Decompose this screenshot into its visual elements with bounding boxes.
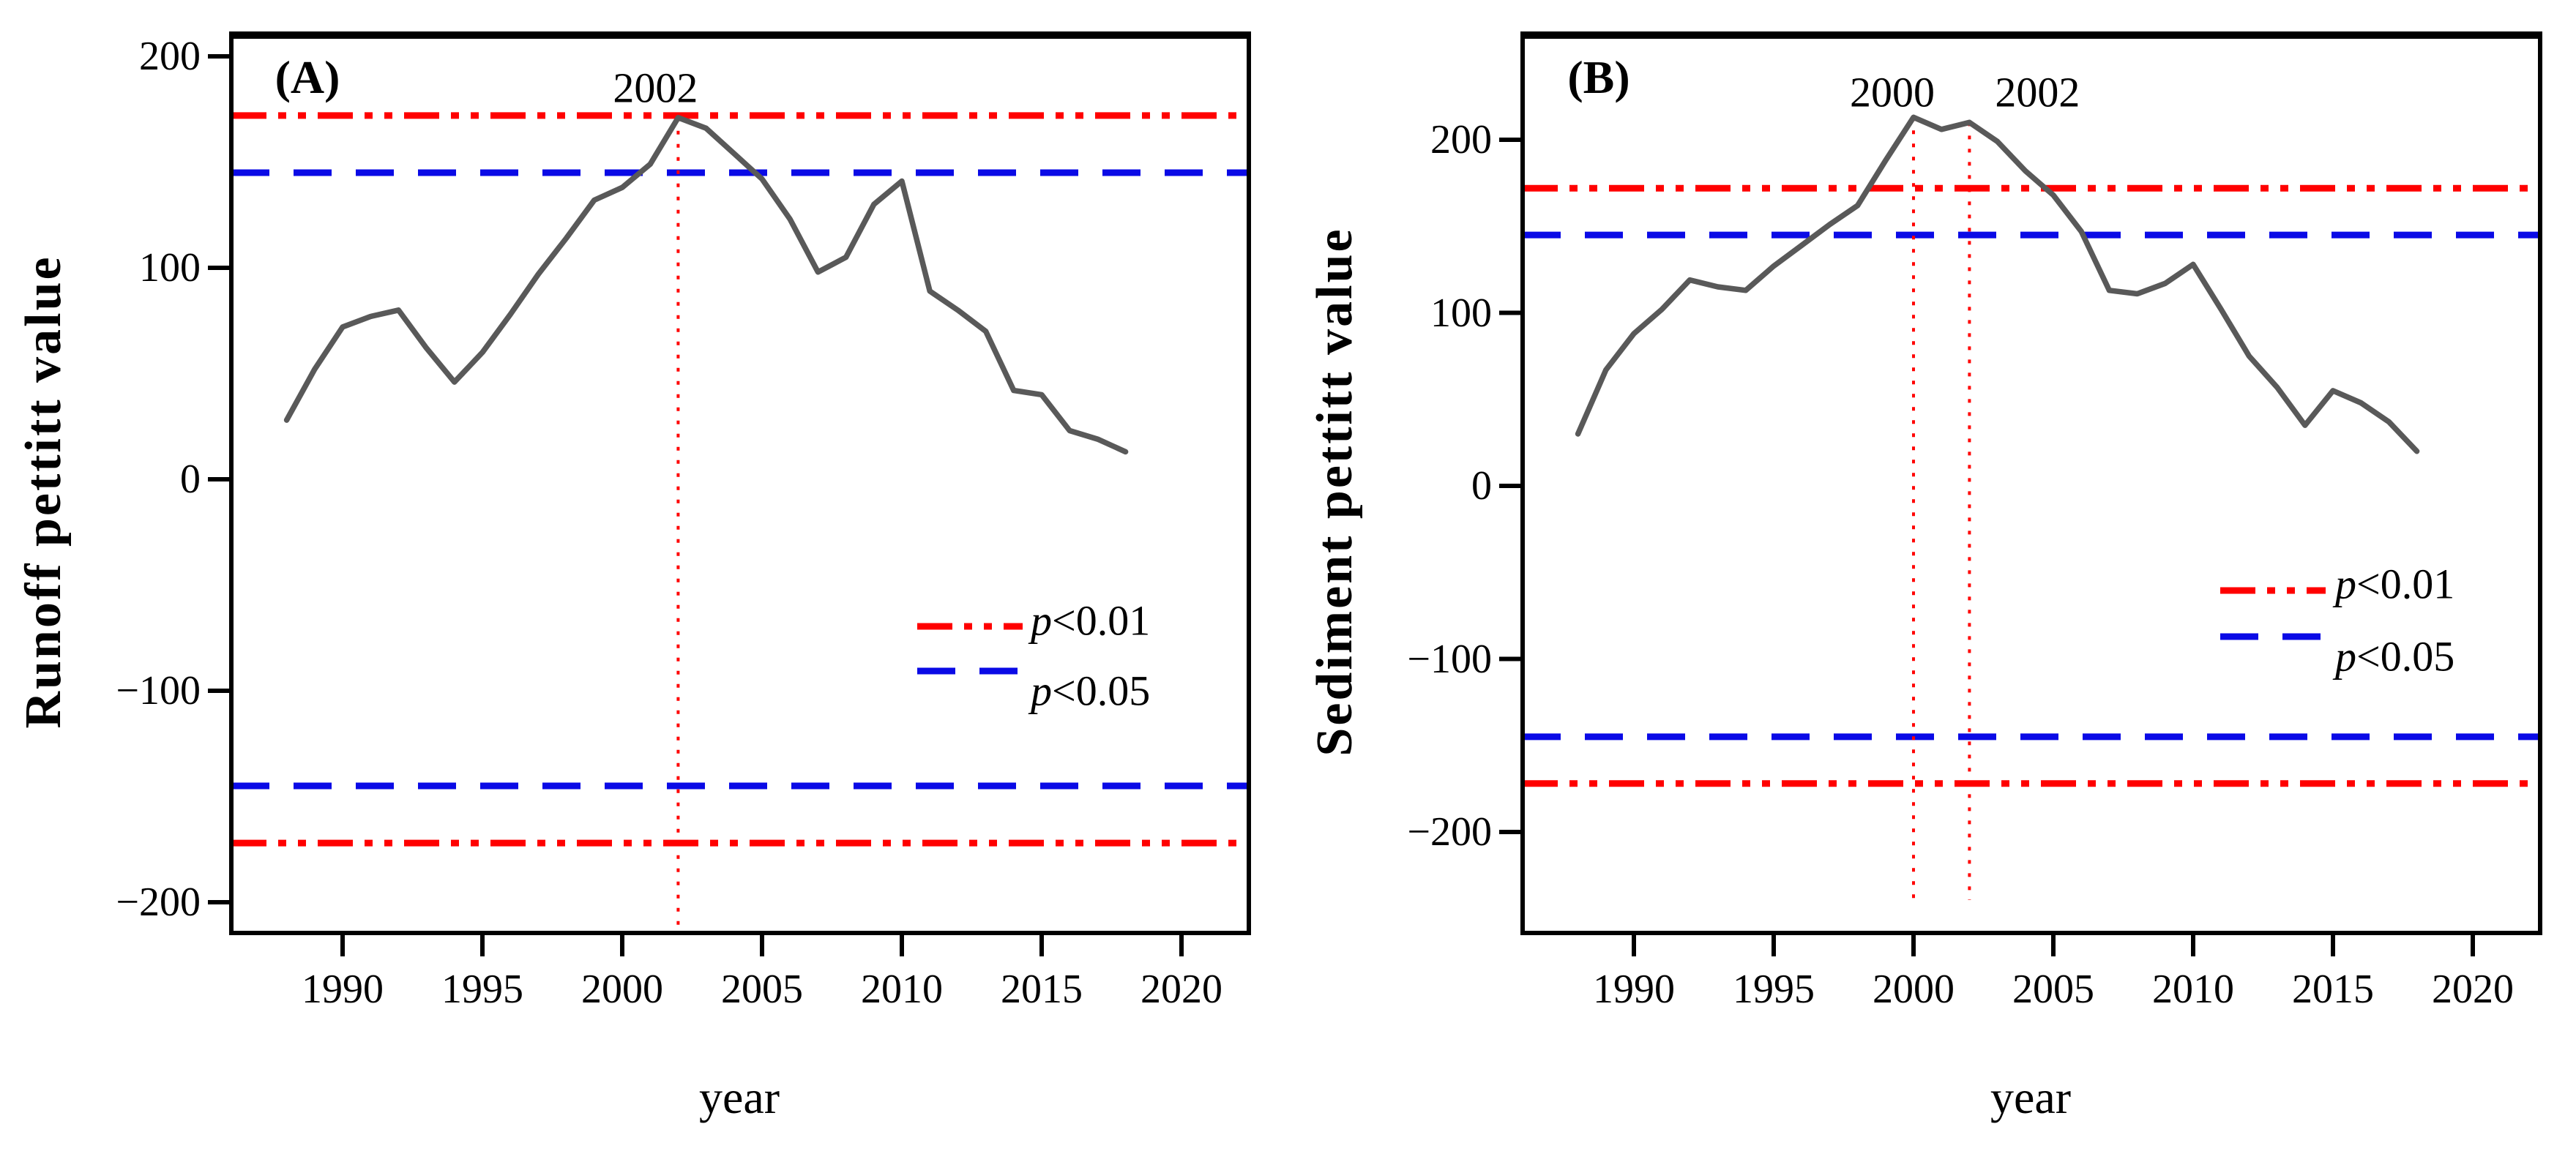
legend-label-p005-b: p<0.05 xyxy=(2335,632,2455,681)
change-point-label-2002-b: 2002 xyxy=(1995,68,2080,116)
x-tick-label-2020-a: 2020 xyxy=(1140,967,1222,1012)
y-tick-label-100-b: 100 xyxy=(1430,290,1492,336)
x-tick-label-2015-b: 2015 xyxy=(2292,967,2374,1012)
y-tick-label-0-a: 0 xyxy=(180,457,201,502)
y-tick-label-0-b: 0 xyxy=(1471,463,1492,509)
y-tick-label-100-a: 100 xyxy=(139,245,201,290)
panel-label-a: (A) xyxy=(275,51,340,103)
x-tick-label-2005-a: 2005 xyxy=(721,967,803,1012)
series-line-runoff-pettitt-statistic xyxy=(283,115,1129,455)
x-tick-label-2000-a: 2000 xyxy=(581,967,663,1012)
x-tick-label-1995-a: 1995 xyxy=(441,967,523,1012)
y-axis-title-runoff: Runoff pettitt value xyxy=(15,255,72,729)
x-tick-label-1990-a: 1990 xyxy=(302,967,384,1012)
x-tick-label-2005-b: 2005 xyxy=(2012,967,2094,1012)
change-point-label-2000-b: 2000 xyxy=(1850,68,1935,116)
legend-label-p001-b: p<0.01 xyxy=(2335,560,2455,608)
x-tick-label-2010-b: 2010 xyxy=(2152,967,2234,1012)
plot-frame-b xyxy=(1520,33,2542,935)
legend-label-p001-a: p<0.01 xyxy=(1031,596,1151,645)
y-tick-label--100-b: −100 xyxy=(1407,636,1492,682)
legend-p-symbol: p xyxy=(2335,632,2356,681)
x-tick-label-1990-b: 1990 xyxy=(1593,967,1675,1012)
x-tick-label-2010-a: 2010 xyxy=(861,967,943,1012)
y-tick-label--100-a: −100 xyxy=(116,668,201,713)
y-tick-label-200-b: 200 xyxy=(1430,117,1492,162)
legend-p-symbol: p xyxy=(2335,560,2356,608)
x-tick-label-2020-b: 2020 xyxy=(2432,967,2514,1012)
x-axis-title-year-a: year xyxy=(698,1071,780,1123)
legend-label-p005-a: p<0.05 xyxy=(1031,667,1151,715)
x-axis-title-year-b: year xyxy=(1990,1071,2072,1123)
panel-label-b: (B) xyxy=(1567,51,1630,103)
legend-p-symbol: p xyxy=(1031,596,1052,645)
y-tick-label--200-a: −200 xyxy=(116,880,201,925)
x-tick-label-1995-b: 1995 xyxy=(1733,967,1815,1012)
x-tick-label-2015-a: 2015 xyxy=(1001,967,1083,1012)
series-line-sediment-pettitt-statistic xyxy=(1575,114,2420,454)
y-tick-label-200-a: 200 xyxy=(139,34,201,79)
y-tick-label--200-b: −200 xyxy=(1407,809,1492,855)
y-axis-title-sediment: Sediment pettitt value xyxy=(1307,227,1363,757)
change-point-label-2002-a: 2002 xyxy=(613,64,698,112)
legend-p-symbol: p xyxy=(1031,667,1052,715)
x-tick-label-2000-b: 2000 xyxy=(1873,967,1955,1012)
